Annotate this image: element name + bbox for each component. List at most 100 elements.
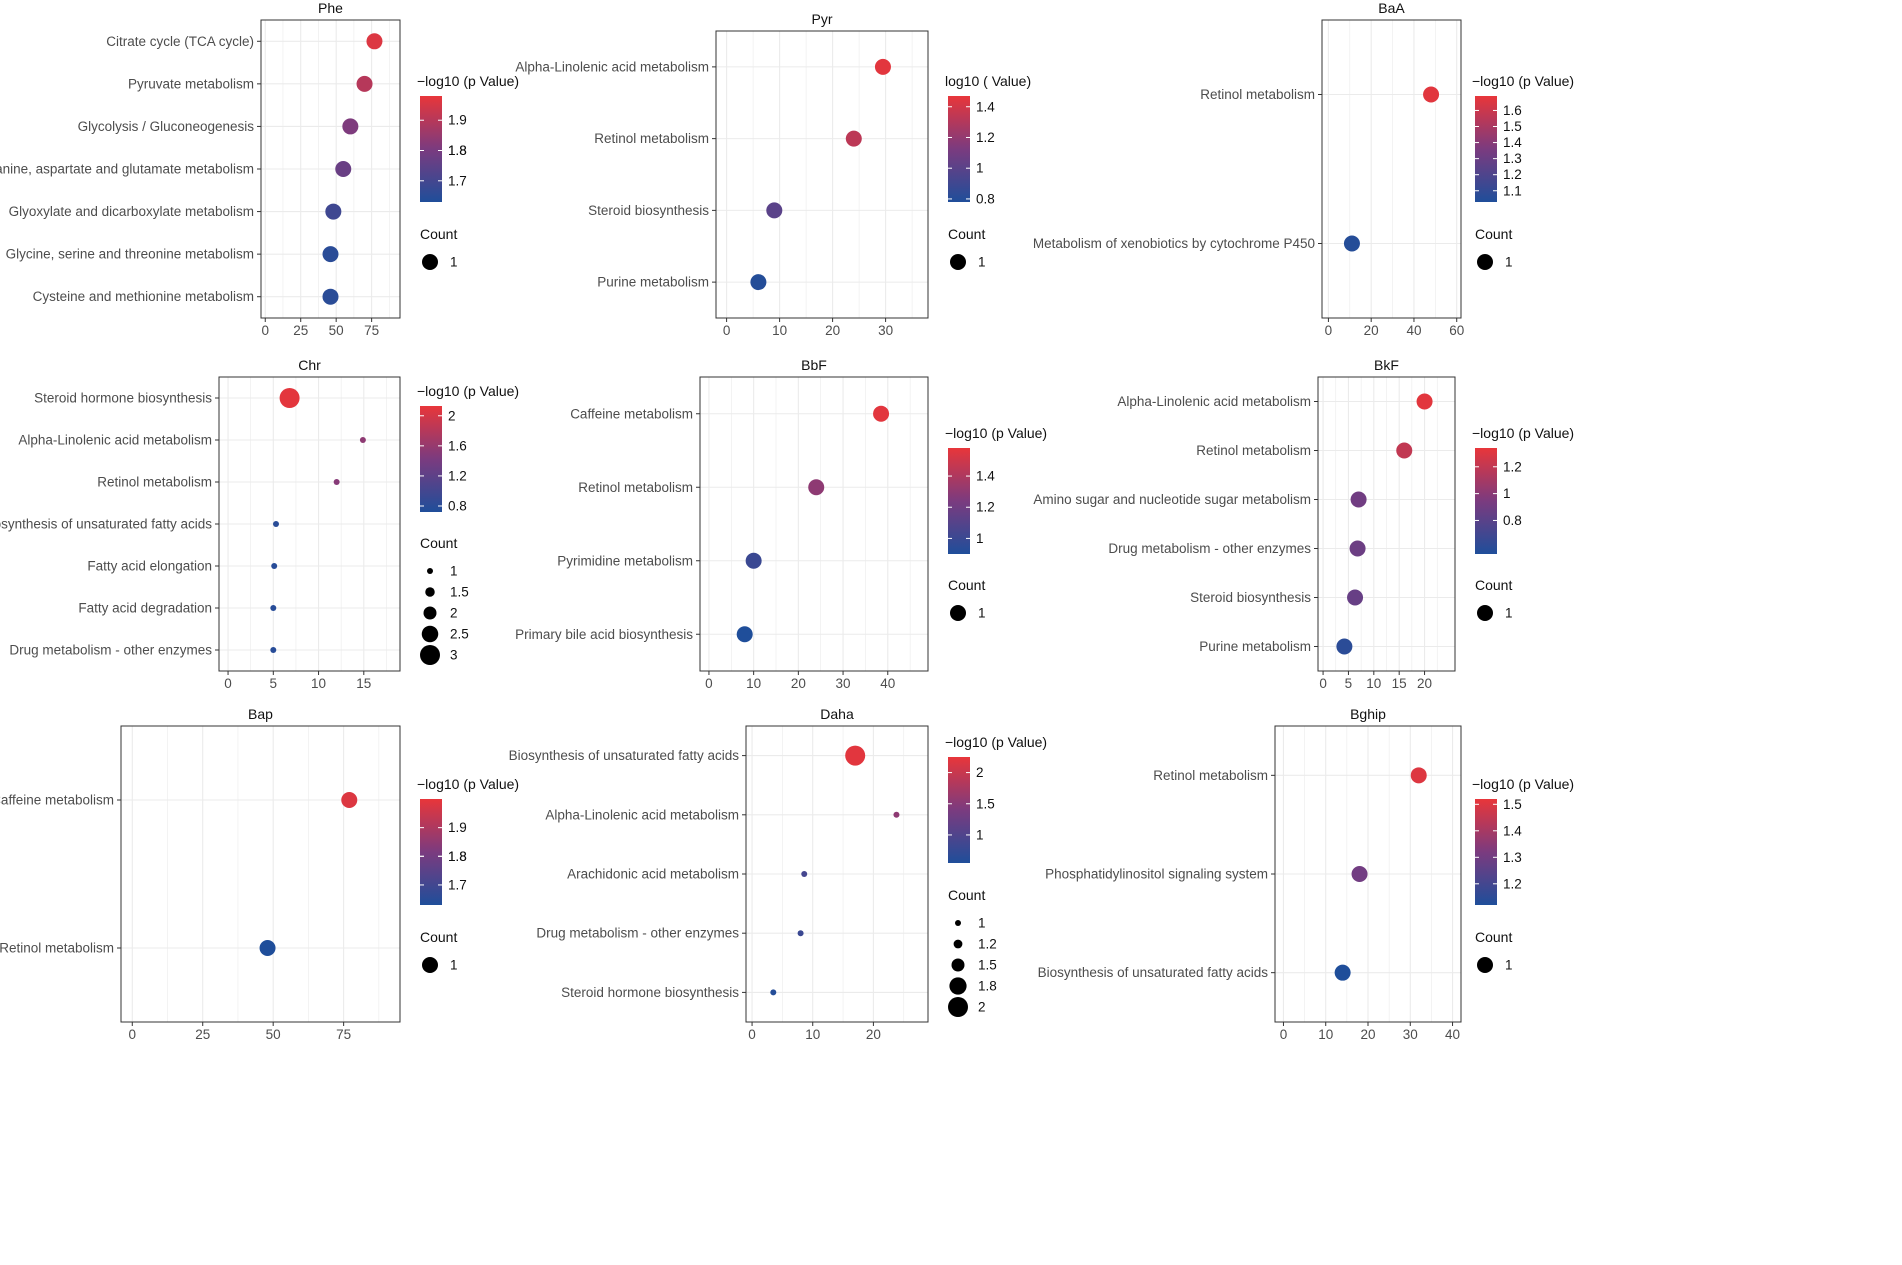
data-point — [359, 437, 366, 443]
count-legend-key — [953, 939, 963, 949]
x-tick-label: 5 — [1345, 676, 1353, 691]
count-legend-label: 2.5 — [450, 627, 469, 642]
panel-title: BbF — [801, 357, 827, 373]
count-legend-key — [955, 920, 961, 926]
y-tick-label: Retinol metabolism — [97, 475, 212, 490]
count-legend-label: 1.5 — [450, 585, 469, 600]
y-tick-label: Retinol metabolism — [0, 941, 114, 956]
data-point — [808, 479, 825, 496]
color-legend-bar — [948, 757, 970, 863]
panel-border — [1317, 376, 1456, 672]
color-legend-title: −log10 (p Value) — [417, 776, 519, 792]
x-tick-label: 20 — [1360, 1027, 1375, 1042]
data-point — [366, 33, 383, 50]
color-legend-label: 1.3 — [1503, 850, 1522, 865]
data-point — [1351, 866, 1368, 882]
y-tick-label: Biosynthesis of unsaturated fatty acids — [509, 748, 740, 763]
data-point — [271, 563, 278, 569]
data-point — [797, 930, 804, 937]
panel-bghip: Bghip Retinol metabolism Phosphatidylinosi… — [1038, 706, 1574, 1042]
x-tick-label: 10 — [772, 323, 787, 338]
color-legend-label: 1.4 — [1503, 135, 1522, 150]
y-tick-label: Retinol metabolism — [1196, 443, 1311, 458]
panel-pyr: Pyr Alpha-Linolenic acid metabolism Retino… — [515, 11, 1031, 338]
color-legend-title: −log10 (p Value) — [945, 734, 1047, 750]
color-legend-label: 1.8 — [448, 849, 467, 864]
y-tick-label: Pyrimidine metabolism — [557, 553, 693, 568]
x-tick-label: 20 — [866, 1027, 881, 1042]
x-tick-label: 10 — [746, 676, 761, 691]
x-tick-label: 0 — [1280, 1027, 1288, 1042]
data-point — [1336, 638, 1353, 655]
data-point — [1350, 491, 1367, 508]
y-tick-label: Glycolysis / Gluconeogenesis — [78, 119, 255, 134]
y-tick-label: Retinol metabolism — [1200, 87, 1315, 102]
y-tick-label: Fatty acid degradation — [78, 601, 212, 616]
count-legend-title: Count — [1475, 226, 1512, 242]
count-legend-label: 3 — [450, 648, 458, 663]
count-legend-label: 1 — [978, 606, 986, 621]
data-point — [750, 274, 767, 291]
color-legend-label: 2 — [976, 765, 984, 780]
y-tick-label: Caffeine metabolism — [570, 406, 693, 421]
color-legend-label: 1.9 — [448, 820, 467, 835]
x-tick-label: 10 — [311, 676, 326, 691]
data-point — [766, 202, 783, 219]
count-legend-title: Count — [1475, 577, 1512, 593]
y-tick-label: Glyoxylate and dicarboxylate metabolism — [9, 204, 254, 219]
color-legend-title: −log10 (p Value) — [1472, 73, 1574, 89]
color-legend-label: 1.7 — [448, 173, 467, 188]
y-tick-label: Steroid hormone biosynthesis — [561, 985, 739, 1000]
x-tick-label: 10 — [805, 1027, 820, 1042]
color-legend-bar — [948, 448, 970, 554]
x-tick-label: 40 — [880, 676, 895, 691]
data-point — [341, 792, 358, 808]
color-legend-label: 1 — [1503, 486, 1511, 501]
y-tick-label: Cysteine and methionine metabolism — [33, 289, 254, 304]
data-point — [1349, 540, 1366, 557]
count-legend-key — [422, 254, 438, 270]
y-tick-label: Purine metabolism — [597, 275, 709, 290]
color-legend-label: 1 — [976, 531, 984, 546]
color-legend-title: log10 ( Value) — [945, 73, 1031, 89]
panel-phe: Phe Citrate cycle (TCA cycle) Pyruvate met… — [0, 0, 519, 338]
panel-border — [1321, 19, 1462, 319]
color-legend-bar — [420, 799, 442, 905]
color-legend-label: 1.2 — [976, 500, 995, 515]
color-legend-bar — [1475, 96, 1497, 202]
data-point — [1423, 86, 1440, 103]
x-tick-label: 0 — [261, 323, 269, 338]
y-tick-label: Retinol metabolism — [1153, 768, 1268, 783]
color-legend-label: 1.4 — [976, 99, 995, 114]
x-tick-label: 0 — [224, 676, 232, 691]
panel-bbf: BbF Caffeine metabolism Retinol metabolism… — [515, 357, 1047, 691]
data-point — [1410, 767, 1427, 784]
count-legend-label: 1 — [450, 564, 458, 579]
data-point — [845, 130, 862, 147]
color-legend-label: 1.2 — [1503, 876, 1522, 891]
data-point — [1347, 589, 1364, 606]
panel-title: Bap — [248, 706, 273, 722]
color-legend-label: 1 — [976, 827, 984, 842]
x-tick-label: 25 — [293, 323, 308, 338]
data-point — [770, 989, 777, 996]
panel-title: Phe — [318, 0, 343, 16]
color-legend-bar — [420, 406, 442, 512]
count-legend-label: 1.8 — [978, 979, 997, 994]
data-point — [874, 58, 891, 75]
x-tick-label: 20 — [791, 676, 806, 691]
data-point — [1334, 964, 1351, 981]
y-tick-label: Alpha-Linolenic acid metabolism — [545, 807, 739, 822]
y-tick-label: Fatty acid elongation — [87, 559, 212, 574]
color-legend-title: −log10 (p Value) — [417, 73, 519, 89]
color-legend-label: 0.8 — [976, 191, 995, 206]
y-tick-label: Citrate cycle (TCA cycle) — [106, 34, 254, 49]
y-tick-label: Biosynthesis of unsaturated fatty acids — [1038, 965, 1269, 980]
x-tick-label: 50 — [266, 1027, 281, 1042]
color-legend-label: 1.6 — [1503, 103, 1522, 118]
x-tick-label: 10 — [1366, 676, 1381, 691]
color-legend-title: −log10 (p Value) — [945, 425, 1047, 441]
panel-title: Pyr — [812, 11, 833, 27]
color-legend-label: 0.8 — [1503, 513, 1522, 528]
x-tick-label: 0 — [1319, 676, 1327, 691]
